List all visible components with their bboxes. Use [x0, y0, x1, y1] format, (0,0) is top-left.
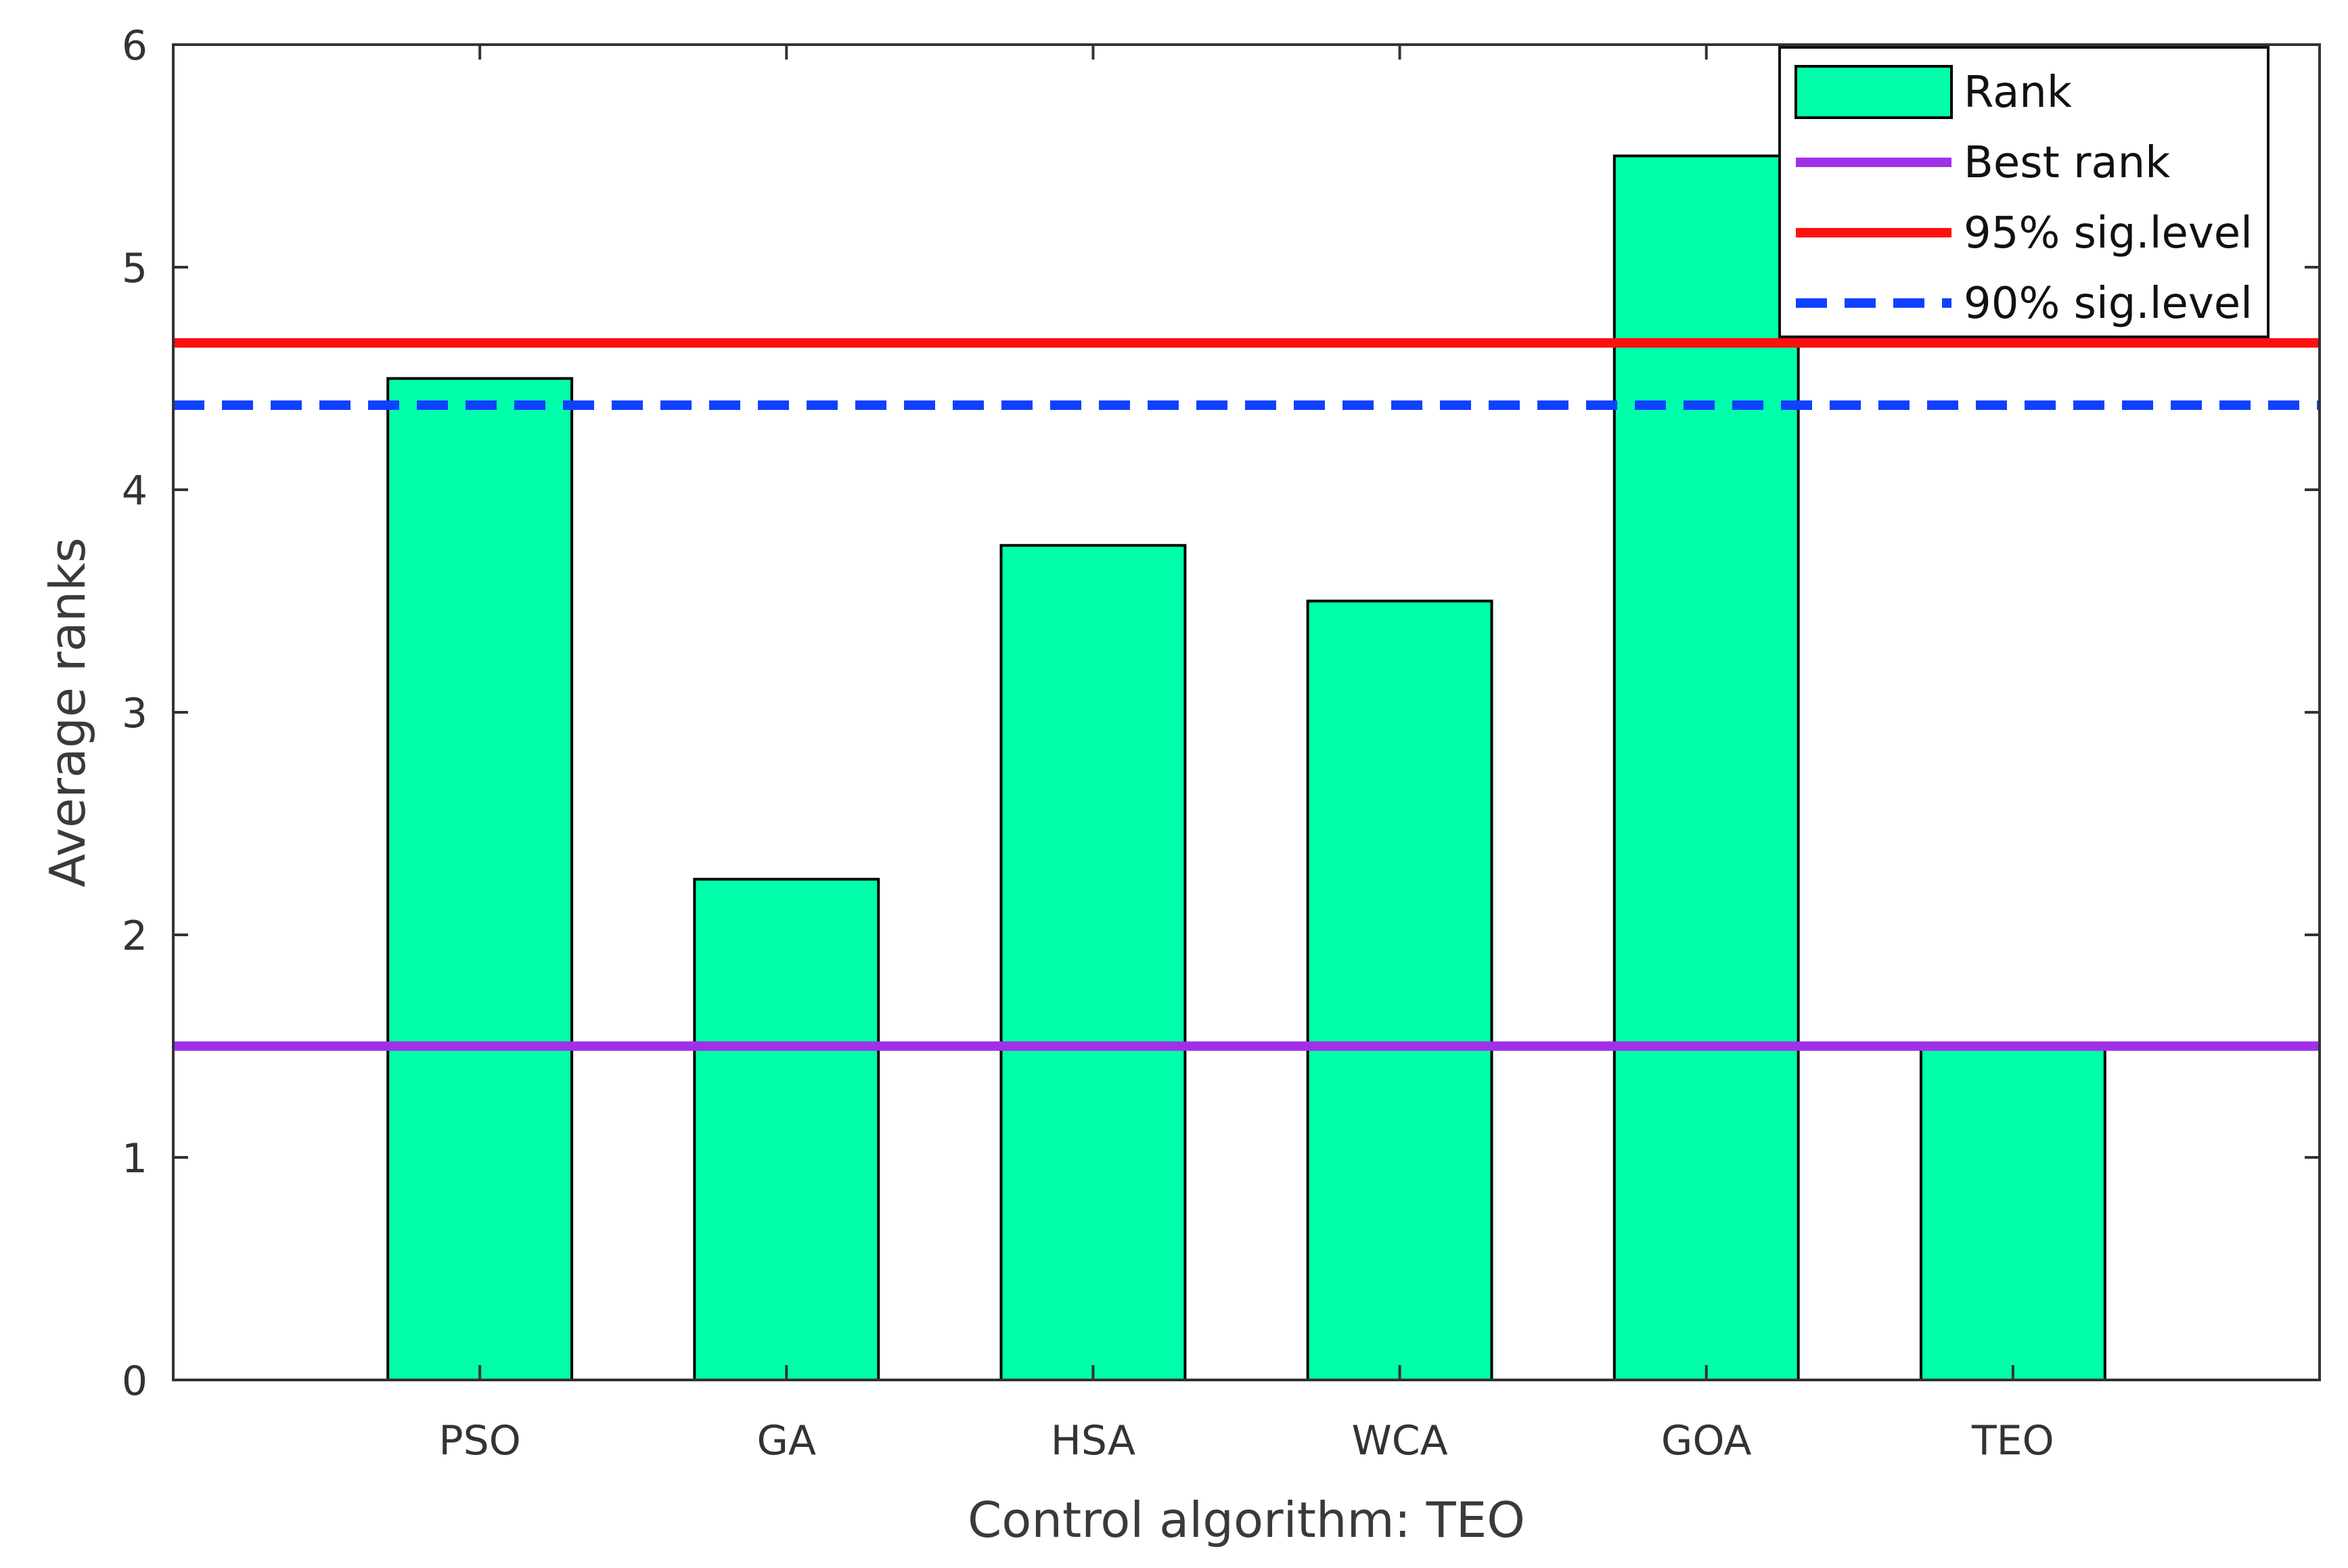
y-tick-label-1: 1	[122, 1135, 148, 1182]
bar-ga	[693, 877, 880, 1381]
ticks-group: 0 1 2 3 4 5 6 PSO GA HSA WCA GOA TEO	[122, 22, 2320, 1465]
legend: Rank Best rank 95% sig.level 90% sig.level	[1778, 46, 2270, 338]
legend-label-rank: Rank	[1964, 68, 2072, 118]
x-tick-label-teo: TEO	[1971, 1417, 2054, 1465]
bar-hsa	[999, 544, 1187, 1381]
y-tick-label-0: 0	[122, 1358, 148, 1405]
legend-label-95-sig-level: 95% sig.level	[1964, 208, 2253, 258]
y-tick-label-3: 3	[122, 690, 148, 737]
x-axis-label: Control algorithm: TEO	[968, 1492, 1525, 1548]
x-tick-label-ga: GA	[757, 1417, 817, 1465]
y-tick-label-2: 2	[122, 913, 148, 960]
bar-pso	[386, 377, 574, 1381]
x-tick-label-pso: PSO	[438, 1417, 521, 1465]
y-tick-label-6: 6	[122, 22, 148, 70]
y-tick-label-4: 4	[122, 467, 148, 515]
bar-wca	[1306, 599, 1493, 1381]
legend-swatch-rank	[1794, 65, 1953, 119]
bars-group	[386, 154, 2106, 1381]
x-tick-label-hsa: HSA	[1051, 1417, 1135, 1465]
bar-teo	[1919, 1044, 2106, 1381]
legend-label-90-sig-level: 90% sig.level	[1964, 279, 2253, 329]
y-tick-label-5: 5	[122, 245, 148, 292]
legend-label-best-rank: Best rank	[1964, 138, 2170, 188]
x-tick-label-wca: WCA	[1351, 1417, 1447, 1465]
x-tick-label-goa: GOA	[1661, 1417, 1752, 1465]
reference-lines-group	[173, 338, 2320, 1051]
y-axis-label: Average ranks	[39, 537, 96, 887]
